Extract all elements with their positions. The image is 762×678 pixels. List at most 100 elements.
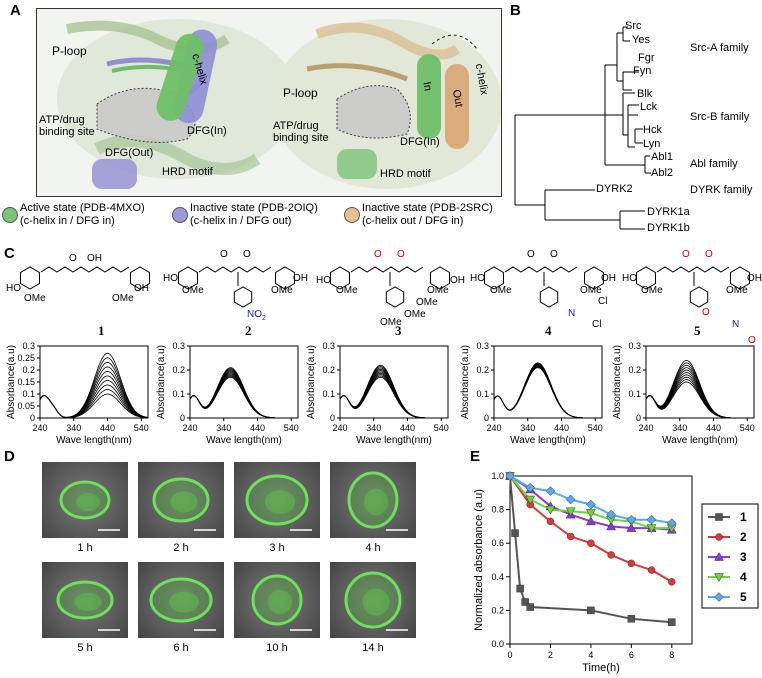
compound-number-3: 3 <box>395 323 402 338</box>
struct5-o-morph: O <box>748 335 756 346</box>
x-tick-label: 6 <box>629 650 634 660</box>
data-point-series-1 <box>521 598 529 606</box>
spectrum-curve <box>339 375 448 419</box>
spectrum-frame-2 <box>189 345 299 419</box>
data-point-series-1 <box>516 584 524 593</box>
x-tick-label: 440 <box>554 423 569 433</box>
degradation-chart: 0.0 0.2 0.4 0.6 0.8 1.0 0 2 4 6 8 Time(h) Normalized… <box>473 470 759 674</box>
panel-label-e: E <box>470 448 481 465</box>
panel-a-frame: P-loop c-helix ATP/drug binding site DFG… <box>36 8 502 197</box>
cell-fluorescence <box>251 574 312 631</box>
family-src-b: Src-B family <box>690 111 750 123</box>
leaf-src: Src <box>625 20 642 32</box>
y-tick-label: 0.3 <box>22 342 35 351</box>
leaf-hck: Hck <box>643 124 662 136</box>
struct5-ho: HO <box>622 273 637 284</box>
y-tick-label: 0.3 <box>476 342 489 351</box>
x-tick-label: 240 <box>182 423 197 433</box>
legend-2oiq-desc: (c-helix in / DFG out) <box>190 215 292 227</box>
struct4-n: N <box>568 308 576 319</box>
legend-dot-inactive-2src <box>344 207 360 223</box>
data-point-series-3 <box>626 523 637 532</box>
data-point-series-2 <box>647 566 656 574</box>
legend-label-3: 3 <box>740 550 747 564</box>
cell-nucleus <box>364 488 388 516</box>
cell-image-7 <box>234 562 320 638</box>
panel-label-d: D <box>4 448 15 465</box>
struct3-ho: HO <box>316 275 331 286</box>
spectrum-frame-4 <box>493 345 603 419</box>
struct5-o-1: O <box>682 249 690 260</box>
series-line-1 <box>509 475 672 624</box>
cell-image-6 <box>138 562 224 638</box>
data-point-series-2 <box>566 532 575 541</box>
struct3-o-2: O <box>397 249 405 260</box>
x-tick-label: 340 <box>216 423 231 433</box>
label-p-loop-left: P-loop <box>52 44 87 58</box>
y-tick-label: 0.4 <box>491 572 504 582</box>
protein-structure-image <box>57 19 501 189</box>
data-point-series-5 <box>626 514 637 525</box>
y-axis-label: Absorbance(a.u) <box>612 345 623 419</box>
legend-2src-desc: (c-helix out / DFG in) <box>362 215 464 227</box>
struct2-ring-left <box>178 266 198 290</box>
spectrum-curve <box>645 359 754 419</box>
data-point-series-5 <box>606 509 616 520</box>
cell-caption-6: 6 h <box>173 642 189 654</box>
spectrum-curve <box>189 367 298 419</box>
x-axis-label: Wave length(nm) <box>206 435 282 446</box>
struct1-ome-left: OMe <box>24 293 46 304</box>
struct5-ome-right: OMe <box>726 285 748 296</box>
cell-caption-1: 1 h <box>77 542 93 554</box>
struct4-ome-right: OMe <box>580 285 602 296</box>
leaf-abl1: Abl1 <box>651 151 674 163</box>
compound-number-5: 5 <box>694 323 701 338</box>
cell-image-1 <box>42 462 128 538</box>
data-point-series-2 <box>607 551 615 559</box>
y-tick-label: 0 <box>330 413 335 423</box>
struct3-linker <box>350 266 424 273</box>
data-point-series-5 <box>666 518 677 528</box>
x-tick-label: 240 <box>32 423 47 433</box>
spectrum-curve <box>39 352 149 418</box>
y-tick-label: 0.3 <box>628 342 641 351</box>
data-point-series-5 <box>525 482 536 493</box>
data-point-series-1 <box>668 618 676 626</box>
cell-outline <box>245 474 309 526</box>
cell-nucleus <box>268 590 292 614</box>
struct3-ome-b1: OMe <box>416 297 438 308</box>
data-point-series-5 <box>646 514 657 525</box>
x-tick-label: 540 <box>588 423 603 433</box>
legend-dot-active <box>2 207 18 223</box>
y-tick-label: 0 <box>180 413 185 423</box>
y-tick-label: 0.25 <box>17 353 35 363</box>
cell-caption-8: 14 h <box>362 642 384 654</box>
cell-image-4 <box>330 462 416 538</box>
struct2-ome-left: OMe <box>182 285 204 296</box>
cell-caption-3: 3 h <box>269 542 285 554</box>
data-point-series-5 <box>565 494 576 505</box>
phylogenetic-tree <box>514 26 651 230</box>
legend-label-5: 5 <box>740 590 747 604</box>
family-src-a: Src-A family <box>690 42 749 54</box>
y-tick-label: 0.1 <box>628 389 641 399</box>
spectrum-curve <box>339 371 448 419</box>
struct3-ome-right: OMe <box>427 285 449 296</box>
family-dyrk: DYRK family <box>690 184 753 196</box>
struct2-ring-sub <box>233 286 253 308</box>
spectrum-curve <box>189 372 298 419</box>
cell-image-2 <box>138 462 224 538</box>
x-tick-label: 440 <box>250 423 265 433</box>
plot-frame <box>509 475 693 645</box>
data-point-series-5 <box>586 499 596 510</box>
data-point-series-4 <box>646 524 657 534</box>
y-axis-label: Absorbance(a.u) <box>306 345 317 419</box>
spectrum-curve <box>189 371 298 419</box>
legend-inactive-2src: Inactive state (PDB-2SRC) (c-helix out /… <box>362 202 493 228</box>
y-tick-label: 0.0 <box>491 639 504 649</box>
data-point-series-1 <box>627 615 636 623</box>
struct1-linker <box>40 266 130 273</box>
